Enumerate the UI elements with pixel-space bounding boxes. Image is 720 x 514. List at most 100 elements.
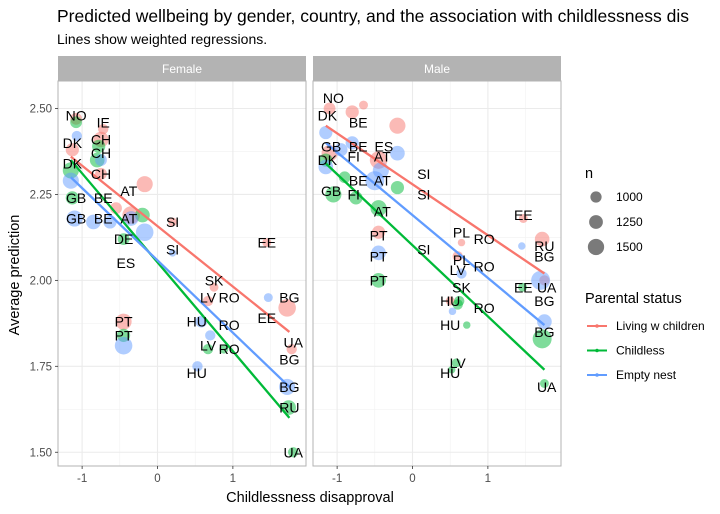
- size-legend-title: n: [585, 166, 593, 182]
- data-point: [219, 344, 229, 354]
- country-label: BG: [534, 248, 554, 264]
- regression-line-living-w-children: [325, 124, 546, 275]
- data-point: [456, 268, 467, 279]
- size-legend-label: 1000: [616, 190, 643, 204]
- data-point: [114, 336, 133, 355]
- data-point: [371, 225, 386, 239]
- data-point: [323, 102, 336, 115]
- regression-line-empty-nest: [325, 141, 546, 326]
- country-label: HU: [187, 314, 207, 330]
- panel-border: [312, 80, 562, 467]
- data-point: [202, 295, 214, 307]
- country-label: SI: [417, 241, 430, 257]
- size-legend-key: [589, 215, 603, 229]
- country-label: DK: [63, 135, 83, 151]
- data-point: [263, 293, 273, 303]
- country-label: CH: [91, 166, 111, 182]
- country-label: RO: [219, 341, 240, 357]
- data-point: [279, 378, 296, 395]
- country-label: UA: [537, 379, 557, 395]
- country-label: PT: [115, 327, 133, 343]
- country-label: EE: [257, 310, 276, 326]
- data-point: [518, 242, 526, 250]
- data-point: [452, 299, 463, 310]
- data-point: [390, 145, 405, 161]
- data-point: [534, 231, 550, 247]
- data-point: [371, 273, 386, 288]
- data-point: [278, 299, 296, 317]
- country-label: BG: [534, 324, 554, 340]
- color-legend-key-dot: [595, 373, 599, 377]
- y-tick-label: 2.25: [30, 189, 52, 201]
- country-label: PT: [370, 228, 388, 244]
- country-label: GB: [321, 138, 341, 154]
- data-point: [325, 186, 342, 203]
- country-label: BG: [279, 351, 299, 367]
- panel-border: [57, 80, 307, 467]
- country-label: CH: [91, 131, 111, 147]
- data-point: [192, 361, 203, 372]
- regression-line-empty-nest: [70, 176, 291, 388]
- data-point: [70, 116, 82, 129]
- country-label: AT: [120, 211, 137, 227]
- country-label: SK: [452, 279, 471, 295]
- country-label: BE: [349, 114, 368, 130]
- data-point: [445, 296, 455, 306]
- country-label: HU: [440, 293, 460, 309]
- country-label: AT: [120, 183, 137, 199]
- data-point: [95, 154, 107, 166]
- y-tick-label: 2.00: [30, 275, 52, 287]
- data-point: [531, 270, 551, 290]
- color-legend-label: Living w children: [616, 319, 705, 333]
- country-label: BE: [349, 173, 368, 189]
- country-label: LV: [200, 290, 217, 306]
- data-point: [95, 167, 107, 180]
- data-point: [389, 117, 406, 134]
- x-tick-label: 0: [154, 473, 160, 485]
- x-axis-title: Childlessness disapproval: [226, 490, 394, 506]
- data-point: [168, 249, 177, 257]
- country-label: BE: [94, 190, 113, 206]
- data-point: [286, 343, 297, 355]
- country-label: HU: [440, 317, 460, 333]
- x-tick-label: 0: [409, 473, 415, 485]
- data-point: [136, 176, 153, 193]
- color-legend-label: Childless: [616, 344, 665, 358]
- data-point: [209, 282, 219, 292]
- data-point: [86, 214, 101, 230]
- data-point: [338, 171, 351, 184]
- data-point: [92, 139, 106, 153]
- y-axis-title: Average prediction: [7, 215, 23, 336]
- color-legend-label: Empty nest: [616, 368, 677, 382]
- country-label: SI: [417, 186, 430, 202]
- country-label: BG: [279, 379, 299, 395]
- y-tick-label: 1.50: [30, 447, 52, 459]
- country-label: AT: [374, 149, 391, 165]
- country-label: ES: [116, 255, 135, 271]
- data-point: [62, 172, 79, 189]
- country-label: PL: [453, 252, 470, 268]
- country-label: RO: [474, 300, 495, 316]
- country-label: EE: [514, 207, 533, 223]
- country-label: GB: [66, 190, 86, 206]
- data-point: [117, 233, 130, 246]
- country-label: AT: [374, 204, 391, 220]
- country-label: RO: [474, 259, 495, 275]
- country-label: BG: [279, 290, 299, 306]
- country-label: BE: [94, 211, 113, 227]
- data-point: [202, 343, 214, 355]
- size-legend-key: [587, 238, 605, 256]
- country-label: GB: [321, 183, 341, 199]
- regression-line-childless: [325, 162, 546, 371]
- data-point: [71, 130, 83, 142]
- country-label: DK: [318, 152, 338, 168]
- country-label: NO: [66, 107, 87, 123]
- country-label: RO: [474, 231, 495, 247]
- country-label: HU: [187, 365, 207, 381]
- chart-title: Predicted wellbeing by gender, country, …: [57, 6, 689, 26]
- data-point: [371, 245, 386, 261]
- country-label: HU: [440, 365, 460, 381]
